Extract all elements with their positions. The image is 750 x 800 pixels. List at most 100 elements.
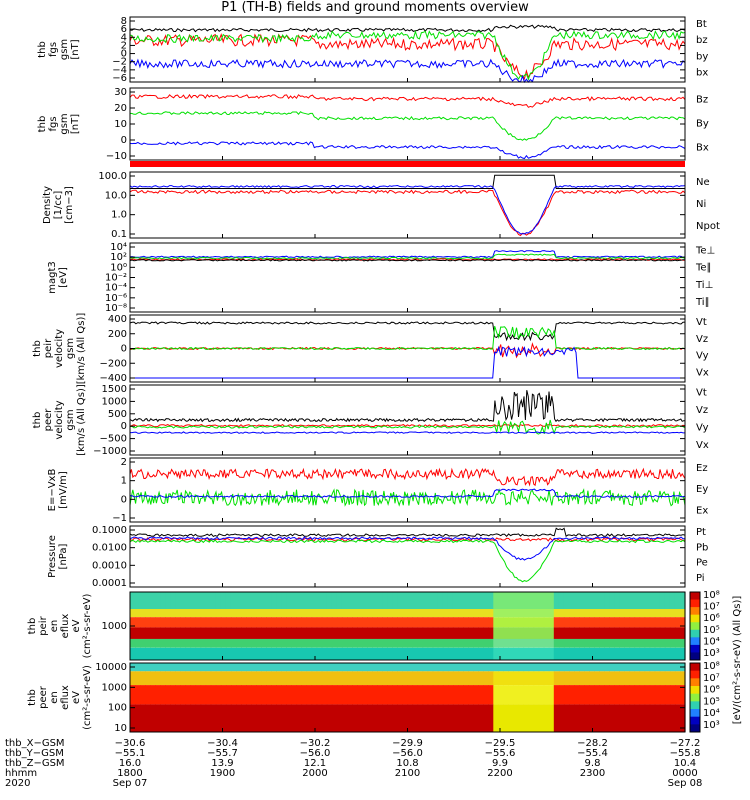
spectro-cell xyxy=(291,617,298,628)
spectro-cell xyxy=(579,609,585,618)
spectro-cell xyxy=(579,663,585,672)
spectro-cell xyxy=(246,592,252,609)
y-axis-label: (cm²-s-sr-eV) xyxy=(82,594,93,659)
spectro-cell xyxy=(220,685,227,705)
spectro-cell xyxy=(594,638,600,648)
legend-vt: Vt xyxy=(696,388,707,399)
spectro-cell xyxy=(200,609,207,618)
spectro-cell xyxy=(236,685,242,705)
spectro-cell xyxy=(362,638,368,648)
legend-vz: Vz xyxy=(696,334,708,345)
spectro-cell xyxy=(306,704,313,732)
spectro-cell xyxy=(316,609,323,618)
spectro-cell xyxy=(624,647,631,660)
spectro-cell xyxy=(473,704,479,732)
spectro-cell xyxy=(220,592,227,609)
legend-ti∥: Ti∥ xyxy=(695,297,710,308)
footer-value: −30.2 xyxy=(300,738,331,749)
spectro-cell xyxy=(488,647,494,660)
spectro-cell xyxy=(417,647,424,660)
spectro-cell xyxy=(372,704,378,732)
spectro-cell xyxy=(447,627,454,639)
spectro-cell xyxy=(397,685,403,705)
spectro-cell xyxy=(230,627,237,639)
spectro-cell xyxy=(548,592,555,609)
spectro-cell xyxy=(619,663,625,672)
spectro-cell xyxy=(150,627,156,639)
spectro-cell xyxy=(241,704,247,732)
spectro-cell xyxy=(528,638,535,648)
spectro-cell xyxy=(614,609,620,618)
spectro-cell xyxy=(417,627,424,639)
spectro-cell xyxy=(377,617,383,628)
y-axis-label: eflux xyxy=(60,614,71,639)
spectro-cell xyxy=(513,685,520,705)
spectro-cell xyxy=(256,609,262,618)
spectro-cell xyxy=(412,592,419,609)
spectro-cell xyxy=(427,627,434,639)
spectro-cell xyxy=(609,638,615,648)
series-pi xyxy=(129,536,686,561)
spectro-cell xyxy=(654,647,661,660)
spectro-cell xyxy=(215,704,222,732)
spectro-cell xyxy=(437,627,444,639)
spectro-cell xyxy=(160,617,166,628)
spectro-cell xyxy=(200,592,207,609)
spectro-cell xyxy=(246,663,252,672)
spectro-cell xyxy=(155,638,161,648)
spectro-cell xyxy=(669,609,676,618)
spectro-cell xyxy=(195,592,202,609)
y-tick-label: 10⁴ xyxy=(110,242,127,253)
spectro-cell xyxy=(331,685,338,705)
spectro-cell xyxy=(402,617,409,628)
spectro-cell xyxy=(316,638,323,648)
spectro-cell xyxy=(301,617,308,628)
legend-vt: Vt xyxy=(696,317,707,328)
spectro-cell xyxy=(402,592,409,609)
spectro-cell xyxy=(135,638,141,648)
spectro-cell xyxy=(427,704,434,732)
spectro-cell xyxy=(210,685,217,705)
spectro-cell xyxy=(508,617,514,628)
spectro-cell xyxy=(261,638,267,648)
spectro-cell xyxy=(205,627,212,639)
y-axis-label: thb xyxy=(32,412,43,429)
spectro-cell xyxy=(175,627,181,639)
spectro-cell xyxy=(296,671,303,686)
spectro-cell xyxy=(362,627,368,639)
spectro-cell xyxy=(271,704,277,732)
spectro-cell xyxy=(316,671,323,686)
spectro-cell xyxy=(160,638,166,648)
spectro-cell xyxy=(150,592,156,609)
spectro-cell xyxy=(271,627,277,639)
spectro-cell xyxy=(145,627,151,639)
spectro-cell xyxy=(256,671,262,686)
legend-pi: Pi xyxy=(696,573,705,584)
spectro-cell xyxy=(503,592,509,609)
spectro-cell xyxy=(523,663,530,672)
spectro-cell xyxy=(301,592,308,609)
spectro-cell xyxy=(543,663,550,672)
legend-ti⊥: Ti⊥ xyxy=(695,280,713,291)
spectro-cell xyxy=(392,627,398,639)
spectro-cell xyxy=(180,609,187,618)
spectro-cell xyxy=(589,638,595,648)
spectro-cell xyxy=(135,609,141,618)
spectro-cell xyxy=(392,647,398,660)
spectro-cell xyxy=(432,638,439,648)
spectro-cell xyxy=(584,609,590,618)
spectro-cell xyxy=(251,617,257,628)
spectro-cell xyxy=(372,685,378,705)
spectro-cell xyxy=(463,671,469,686)
spectro-cell xyxy=(160,671,166,686)
spectro-cell xyxy=(286,704,292,732)
spectro-cell xyxy=(437,638,444,648)
spectro-cell xyxy=(674,627,681,639)
y-tick-label: 0.1000 xyxy=(92,525,127,536)
spectro-cell xyxy=(538,663,545,672)
spectro-cell xyxy=(644,592,651,609)
series-vy-e xyxy=(129,419,686,435)
spectro-cell xyxy=(276,704,282,732)
spectro-cell xyxy=(261,617,267,628)
spectro-cell xyxy=(609,685,615,705)
